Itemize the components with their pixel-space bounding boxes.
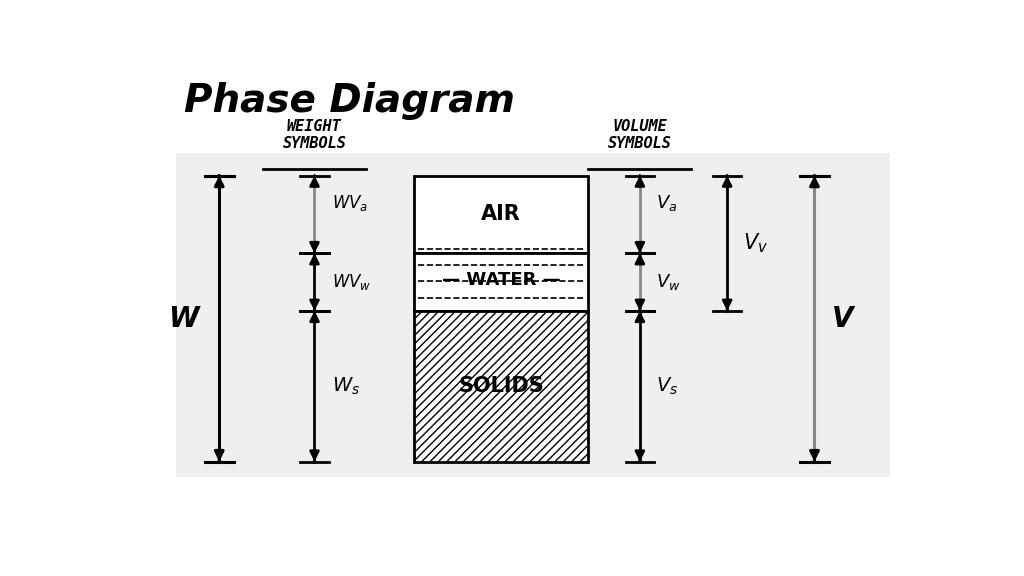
Bar <box>414 253 588 311</box>
Text: — WATER —: — WATER — <box>441 271 560 289</box>
Bar <box>414 311 588 461</box>
Bar <box>414 176 588 253</box>
Text: $WV_w$: $WV_w$ <box>332 272 372 292</box>
Text: $V_s$: $V_s$ <box>655 376 678 397</box>
Text: SOLIDS: SOLIDS <box>458 376 544 396</box>
Text: W: W <box>168 305 199 332</box>
Text: $V_v$: $V_v$ <box>743 232 768 255</box>
Text: $W_s$: $W_s$ <box>332 376 360 397</box>
Text: WEIGHT
SYMBOLS: WEIGHT SYMBOLS <box>283 119 346 151</box>
Text: $V_a$: $V_a$ <box>655 194 677 213</box>
Bar <box>176 153 890 477</box>
Text: $V_w$: $V_w$ <box>655 272 680 292</box>
Text: AIR: AIR <box>481 204 521 225</box>
Text: V: V <box>831 305 853 332</box>
Text: VOLUME
SYMBOLS: VOLUME SYMBOLS <box>608 119 672 151</box>
Text: $WV_a$: $WV_a$ <box>332 194 368 213</box>
Text: Phase Diagram: Phase Diagram <box>183 82 514 120</box>
